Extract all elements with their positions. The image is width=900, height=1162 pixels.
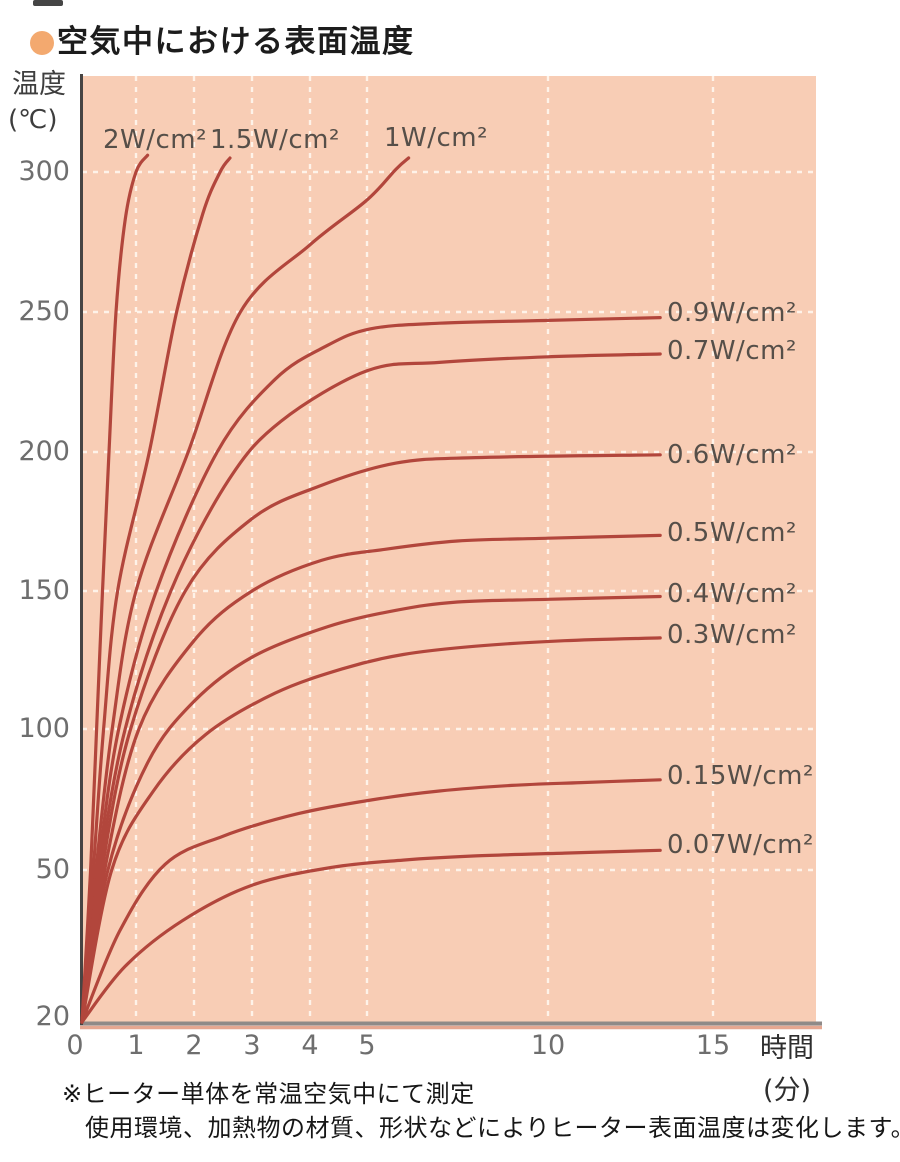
series-label-0-9w: 0.9W/cm² <box>667 298 797 328</box>
x-axis-title: 時間 <box>760 1033 814 1064</box>
x-tick-label: 10 <box>530 1030 566 1061</box>
y-tick-label: 250 <box>18 296 70 327</box>
series-label-0-3w: 0.3W/cm² <box>667 620 797 650</box>
crop-artifact <box>33 0 63 6</box>
series-label-0-7w: 0.7W/cm² <box>667 336 797 366</box>
x-tick-label: 5 <box>358 1030 376 1061</box>
series-label-0-6w: 0.6W/cm² <box>667 440 797 470</box>
series-label-0-07w: 0.07W/cm² <box>667 830 814 860</box>
x-tick-label: 2 <box>185 1030 203 1061</box>
y-axis-title: 温度 <box>12 69 66 100</box>
series-label-0-15w: 0.15W/cm² <box>667 761 814 791</box>
x-tick-label: 15 <box>695 1030 731 1061</box>
page-title: 空気中における表面温度 <box>57 24 415 60</box>
footnote-line-2: 使用環境、加熱物の材質、形状などによりヒーター表面温度は変化します。 <box>85 1114 900 1142</box>
y-tick-label: 50 <box>35 854 70 885</box>
y-tick-label: 200 <box>18 436 70 467</box>
y-tick-label: 20 <box>35 1001 70 1032</box>
x-tick-label: 3 <box>243 1030 261 1061</box>
series-label-1-5w: 1.5W/cm² <box>210 125 340 155</box>
x-tick-label: 0 <box>66 1030 84 1061</box>
footnote-line-1: ※ヒーター単体を常温空気中にて測定 <box>62 1080 475 1108</box>
x-tick-label: 1 <box>127 1030 145 1061</box>
series-label-0-5w: 0.5W/cm² <box>667 518 797 548</box>
y-tick-label: 100 <box>18 713 70 744</box>
series-label-1w: 1W/cm² <box>384 123 489 153</box>
y-tick-label: 300 <box>18 156 70 187</box>
series-label-0-4w: 0.4W/cm² <box>667 579 797 609</box>
title-bullet-icon <box>30 31 54 55</box>
x-axis-unit: (分) <box>763 1075 812 1106</box>
y-tick-label: 150 <box>18 575 70 606</box>
series-label-2w: 2W/cm² <box>103 125 208 155</box>
x-tick-label: 4 <box>301 1030 319 1061</box>
y-axis-unit: (℃) <box>8 105 58 135</box>
